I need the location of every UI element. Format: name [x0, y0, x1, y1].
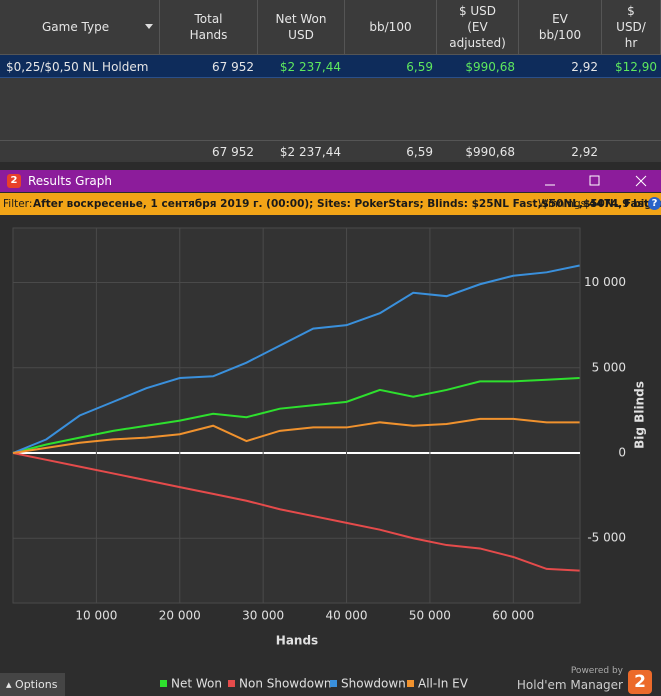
dropdown-arrow[interactable] [145, 23, 155, 31]
help-icon[interactable]: ? [648, 197, 661, 210]
logo: 2 [628, 670, 652, 694]
header-text: bb/100 [538, 28, 582, 42]
y-tick-label: 5 000 [592, 360, 626, 374]
header-text: EV [552, 12, 568, 26]
y-tick-label: -5 000 [587, 531, 626, 545]
winnings-label: Winnings: [538, 198, 590, 210]
legend-swatch [228, 680, 235, 687]
cell: 2,92 [571, 60, 598, 74]
x-axis-label: Hands [276, 634, 318, 648]
series-line [12, 452, 580, 572]
header-text: (EV [467, 20, 488, 34]
cell: $990,68 [465, 60, 515, 74]
total-cell: $2 237,44 [279, 145, 341, 159]
col-header[interactable]: $ USD (EV adjusted) [437, 0, 519, 55]
plot-area [12, 227, 581, 604]
header-text: adjusted) [449, 36, 506, 50]
close[interactable] [635, 175, 647, 187]
header-text: Hands [189, 28, 228, 42]
col-header[interactable]: $ USD/hr [602, 0, 661, 55]
header-text: hr [624, 36, 638, 50]
col-header[interactable]: EV bb/100 [519, 0, 602, 55]
y-tick-label: 0 [618, 446, 626, 460]
total-cell: 2,92 [571, 145, 598, 159]
col-header[interactable]: Net Won USD [258, 0, 345, 55]
chart: Hands Big Blinds 10 000 5 000 0 -5 000 10 00… [0, 215, 661, 672]
cell: $12,90 [615, 60, 657, 74]
window-controls [545, 175, 647, 187]
table-body [0, 78, 661, 162]
table-row[interactable] [0, 55, 661, 78]
series-line [12, 264, 580, 454]
header-text: Net Won [275, 12, 327, 26]
maximize[interactable] [589, 175, 600, 186]
header-text: Game Type [42, 20, 110, 34]
options-button[interactable]: ▴ Options [0, 673, 65, 696]
x-tick-label: 50 000 [409, 609, 451, 623]
x-tick-label: 60 000 [492, 609, 534, 623]
title-bar [0, 170, 661, 192]
col-header[interactable]: bb/100 [345, 0, 437, 55]
cell: 6,59 [406, 60, 433, 74]
legend-label: Net Won [171, 677, 222, 691]
x-tick-label: 10 000 [75, 609, 117, 623]
x-tick-label: 30 000 [242, 609, 284, 623]
header-text: USD [288, 28, 314, 42]
filter-bar: Filter: After воскресенье, 1 сентября 20… [0, 193, 661, 215]
cell: $2 237,44 [279, 60, 341, 74]
total-cell: 6,59 [406, 145, 433, 159]
legend-swatch [407, 680, 414, 687]
legend-swatch [160, 680, 167, 687]
header-text: $ USD [458, 4, 497, 18]
header-text: USD/ [616, 20, 646, 34]
y-axis-label: Big Blinds [633, 381, 647, 449]
brand: Hold'em Manager [516, 678, 623, 692]
options-text: Options [15, 678, 58, 691]
cell: $0,25/$0,50 NL Holdem [6, 60, 149, 74]
filter-text: After воскресенье, 1 сентября 2019 г. (0… [33, 198, 649, 210]
header-text: $ [627, 4, 635, 18]
series-line [12, 377, 580, 454]
total-cell: $990,68 [465, 145, 515, 159]
powered-by: Powered by [570, 666, 623, 676]
x-tick-label: 40 000 [326, 609, 368, 623]
legend-label: Showdown [341, 677, 406, 691]
winnings: 4474,9 big b [589, 198, 661, 210]
separator [0, 140, 661, 141]
header-text: bb/100 [369, 20, 412, 34]
header-text: Total [194, 12, 223, 26]
y-tick-label: 10 000 [584, 275, 626, 289]
legend: Net Won Non Showdown Showdown All-In EV [160, 677, 469, 691]
col-header[interactable]: Game Type [0, 0, 160, 55]
col-header[interactable]: Total Hands [160, 0, 258, 55]
window-title: Results Graph [28, 174, 112, 188]
legend-label: All-In EV [418, 677, 469, 691]
app-icon: 2 [7, 174, 21, 188]
legend-swatch [330, 680, 337, 687]
filter-label: Filter: [3, 198, 33, 210]
legend-label: Non Showdown [239, 677, 332, 691]
total-cell: 67 952 [212, 145, 254, 159]
x-tick-label: 20 000 [159, 609, 201, 623]
series-line [12, 417, 580, 454]
cell: 67 952 [212, 60, 254, 74]
